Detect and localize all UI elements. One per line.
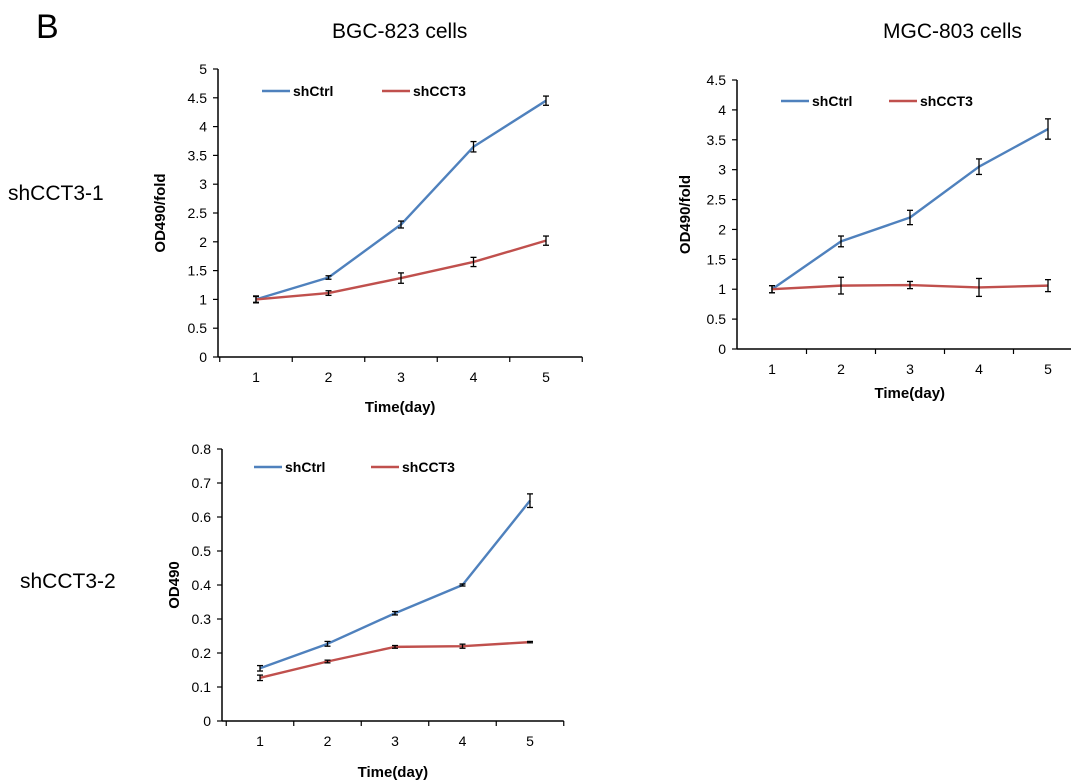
legend-label-shcct3: shCCT3 [920,93,973,109]
column-title-bgc823: BGC-823 cells [332,20,468,43]
y-tick-label: 0.3 [192,611,212,627]
error-bar [470,256,477,268]
row-label-shcct3-2: shCCT3-2 [20,570,116,593]
x-axis-title: Time(day) [365,399,436,416]
panel-letter: B [36,8,59,46]
x-tick-label: 4 [459,733,467,749]
error-bar [398,272,404,284]
y-tick-label: 1.5 [707,251,727,267]
error-bar [257,664,263,672]
error-bar [838,276,844,295]
y-tick-label: 0 [718,341,726,357]
error-bar [325,275,332,280]
error-bar [459,583,466,587]
x-tick-label: 2 [324,733,332,749]
x-tick-label: 5 [1044,361,1052,377]
y-axis-title: OD490/fold [152,173,169,252]
chart-mgc803: 0 0.5 1 1.5 2 2.5 3 3.5 4 4.5 1 2 3 4 5 Time(day) OD490/… [677,72,1071,402]
error-bar [324,659,331,664]
y-tick-label: 2 [718,221,726,237]
y-tick-label: 2.5 [188,205,208,221]
x-tick-label: 3 [391,733,399,749]
y-tick-label: 3.5 [188,147,208,163]
error-bar [907,209,913,226]
y-tick-label: 3 [718,162,726,178]
x-tick-label: 4 [975,361,983,377]
error-bar [838,235,844,248]
error-bar [398,220,404,229]
y-tick-label: 0.5 [188,320,208,336]
error-bar [769,284,775,294]
error-bar [324,640,331,647]
y-tick-label: 4.5 [188,90,208,106]
y-tick-label: 0 [199,349,207,365]
y-tick-label: 2.5 [707,192,727,208]
error-bar [1045,279,1051,293]
x-tick-label: 2 [837,361,845,377]
error-bar [527,640,533,644]
chart-od490: 0 0.1 0.2 0.3 0.4 0.5 0.6 0.7 0.8 1 2 3 4 5 Time(day) O… [166,441,565,780]
error-bar [459,643,466,649]
y-axis-title: OD490/fold [677,175,694,254]
x-axis-title: Time(day) [358,764,429,780]
y-tick-label: 0.8 [192,441,212,457]
y-tick-label: 0.6 [192,509,212,525]
error-bar [907,280,913,290]
x-axis-title: Time(day) [874,385,945,402]
error-bar [325,290,332,297]
x-tick-label: 5 [526,733,534,749]
row-label-shcct3-1: shCCT3-1 [8,182,104,205]
y-tick-label: 0.4 [192,577,212,593]
series-line-shcct3 [255,239,547,301]
y-tick-label: 4.5 [707,72,727,88]
y-axis-title: OD490 [166,561,183,609]
y-tick-label: 3 [199,176,207,192]
x-tick-label: 2 [325,369,333,385]
x-tick-label: 3 [397,369,405,385]
y-tick-label: 0.5 [707,311,727,327]
error-bar [1045,118,1051,140]
y-tick-label: 1.5 [188,263,208,279]
legend-label-shctrl: shCtrl [812,93,852,109]
series-line-shctrl [771,127,1049,291]
y-tick-label: 0.1 [192,679,212,695]
error-bar [527,493,533,509]
series-line-shctrl [255,99,547,301]
y-tick-label: 3.5 [707,132,727,148]
error-bar [392,610,398,616]
error-bar [543,95,549,106]
x-tick-label: 4 [470,369,478,385]
series-line-shctrl [259,499,531,670]
x-tick-label: 1 [252,369,260,385]
error-bar [392,644,398,649]
y-tick-label: 0.7 [192,475,212,491]
x-tick-label: 5 [542,369,550,385]
x-tick-label: 1 [256,733,264,749]
x-tick-label: 1 [768,361,776,377]
legend-label-shcct3: shCCT3 [413,83,466,99]
error-bar [253,295,259,304]
y-tick-label: 0 [203,713,211,729]
error-bar [470,140,477,153]
y-tick-label: 2 [199,234,207,250]
legend-label-shcct3: shCCT3 [402,459,455,475]
y-tick-label: 5 [199,61,207,77]
column-title-mgc803: MGC-803 cells [883,20,1022,43]
y-tick-label: 4 [718,102,726,118]
legend-label-shctrl: shCtrl [293,83,333,99]
y-tick-label: 0.2 [192,645,212,661]
y-tick-label: 4 [199,119,207,135]
error-bar [543,235,549,246]
error-bar [257,674,263,682]
y-tick-label: 1 [718,281,726,297]
chart-bgc823: 0 0.5 1 1.5 2 2.5 3 3.5 4 4.5 5 1 2 3 4 5 Time(day) OD490… [152,61,583,416]
legend-label-shctrl: shCtrl [285,459,325,475]
x-tick-label: 3 [906,361,914,377]
y-tick-label: 0.5 [192,543,212,559]
y-tick-label: 1 [199,291,207,307]
error-bar [976,277,982,298]
error-bar [976,158,982,176]
